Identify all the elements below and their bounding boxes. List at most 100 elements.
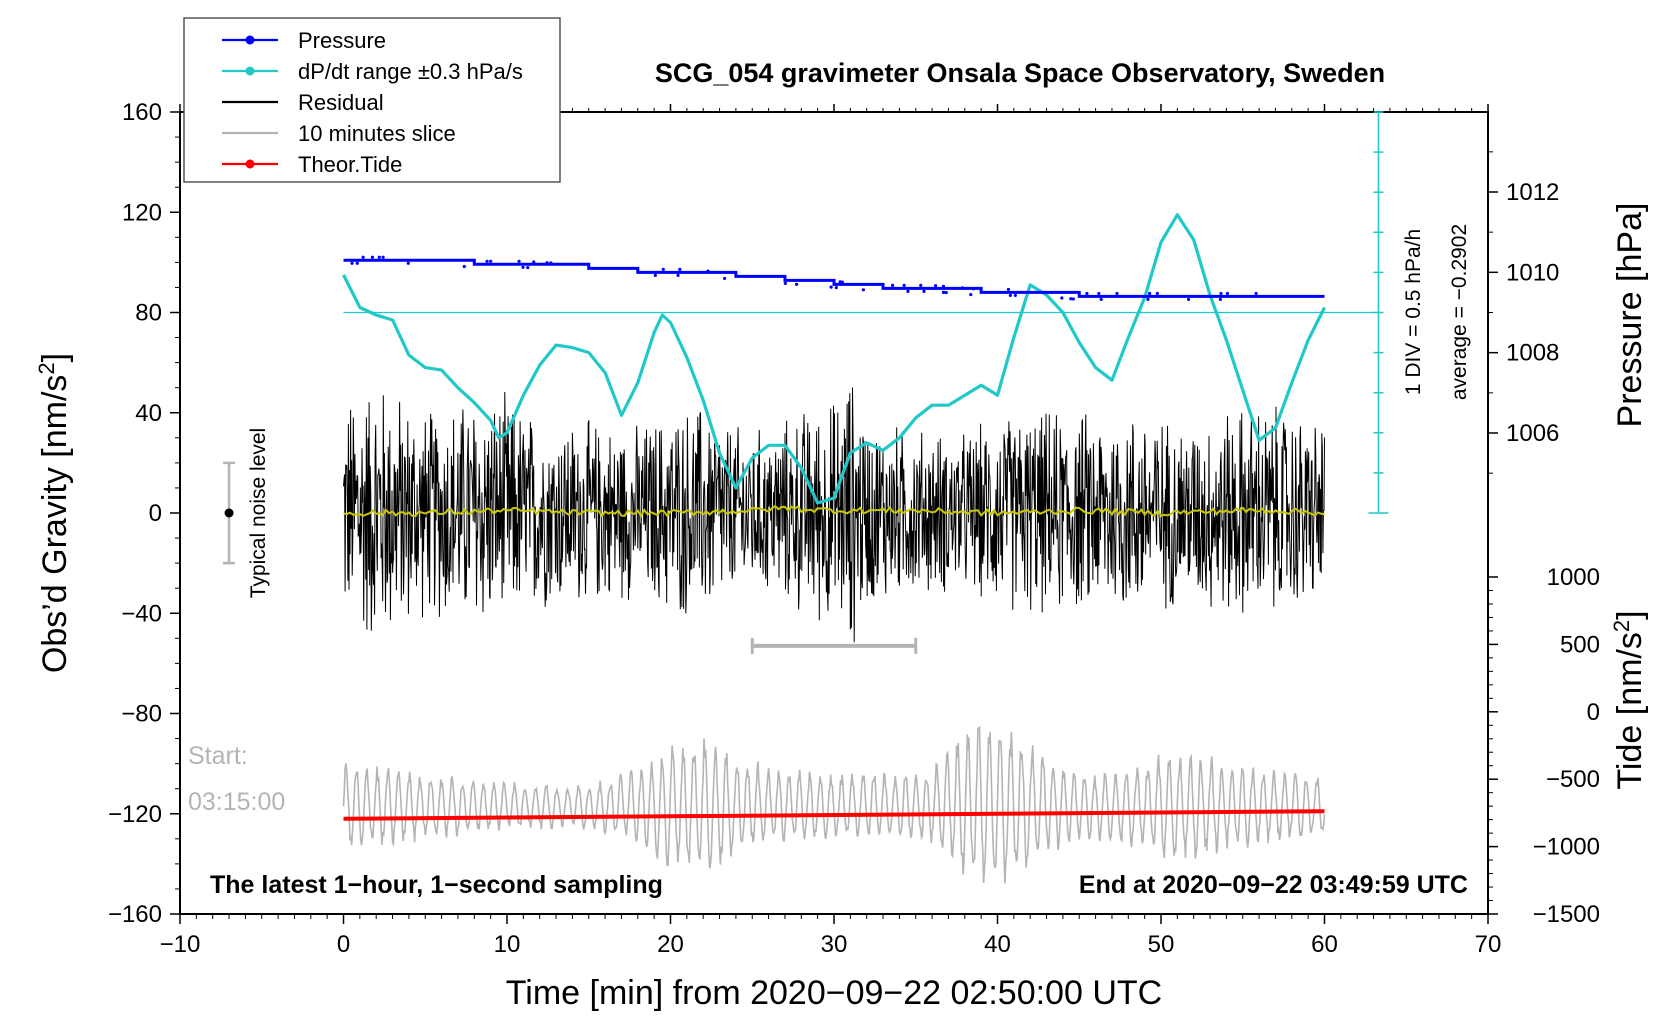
residual-smoothed-line [343, 504, 1325, 518]
pressure-point [1115, 291, 1119, 296]
pressure-point [350, 261, 354, 265]
tide-axis-label: Tide [nm/s2] [1609, 610, 1649, 789]
x-tick-label: 20 [657, 931, 684, 958]
pressure-point [653, 273, 657, 277]
pressure-point [377, 255, 381, 259]
div-label: 1 DIV = 0.5 hPa/h [1402, 229, 1425, 395]
pressure-point [834, 285, 838, 290]
axes: −10 0 10 20 30 40 50 60 70 −160 −120 −80 −40 0 40 80 120… [108, 99, 1600, 958]
pressure-point [532, 260, 536, 264]
legend-marker [245, 159, 255, 169]
pressure-point [1219, 291, 1223, 296]
pressure-point [794, 282, 799, 286]
y-tick-label: 160 [122, 99, 162, 126]
residual-line [343, 387, 1325, 643]
y-tick-label: −40 [121, 600, 162, 627]
legend-label: Theor.Tide [298, 152, 402, 177]
pressure-tick-label: 1012 [1506, 179, 1559, 206]
pressure-point [355, 261, 359, 265]
pressure-point [1006, 287, 1011, 292]
noise-bar-center [224, 508, 234, 518]
pressure-point [723, 276, 727, 281]
pressure-point [1186, 297, 1191, 302]
pressure-point [1148, 291, 1152, 296]
residual-series [343, 387, 1325, 643]
pressure-tick-label: 1006 [1506, 420, 1559, 447]
legend-label: Pressure [298, 28, 386, 53]
bottom-left-annotation: The latest 1−hour, 1−second sampling [210, 871, 663, 899]
pressure-point [521, 265, 525, 269]
pressure-point [969, 292, 973, 297]
legend: Pressure dP/dt range ±0.3 hPa/s Residual 10… [183, 17, 561, 183]
pressure-point [1013, 293, 1017, 298]
pressure-point [406, 261, 410, 265]
pressure-point [485, 259, 489, 263]
y-tick-label: 80 [135, 300, 162, 327]
pressure-point [783, 281, 787, 285]
x-tick-label: 10 [494, 931, 521, 958]
legend-marker [245, 66, 255, 76]
x-axis-label: Time [min] from 2020−09−22 02:50:00 UTC [506, 974, 1162, 1012]
pressure-point [361, 255, 365, 259]
pressure-point [545, 261, 549, 265]
pressure-point [891, 283, 895, 287]
pressure-tick-label: 1010 [1506, 259, 1559, 286]
pressure-line [343, 258, 1325, 298]
pressure-point [1099, 297, 1103, 302]
pressure-point [1097, 291, 1101, 296]
x-tick-label: 40 [984, 931, 1011, 958]
pressure-point [1254, 291, 1258, 296]
pressure-point [1225, 291, 1230, 296]
tide-tick-label: 0 [1587, 699, 1600, 726]
pressure-point [1146, 297, 1150, 302]
legend-box [183, 17, 561, 183]
pressure-point [941, 284, 946, 288]
tide-tick-label: −1500 [1533, 901, 1600, 928]
pressure-point [661, 267, 665, 271]
y-tick-label: 40 [135, 400, 162, 427]
pressure-point [549, 261, 553, 265]
pressure-axis-label: Pressure [hPa] [1611, 203, 1649, 428]
pressure-point [933, 284, 938, 288]
x-tick-label: 0 [337, 931, 350, 958]
tide-series [343, 809, 1325, 821]
pressure-point [1155, 291, 1159, 296]
pressure-point [517, 259, 521, 263]
start-label: Start: [188, 742, 248, 770]
pressure-point [906, 289, 910, 293]
pressure-point [1060, 296, 1064, 300]
pressure-point [1085, 291, 1089, 296]
pressure-point [462, 264, 466, 269]
residual-smoothed-series [343, 504, 1325, 518]
slice-line [342, 725, 1326, 884]
pressure-point [1069, 297, 1073, 301]
dpdt-line [342, 213, 1326, 505]
pressure-point [678, 267, 682, 271]
pressure-series [343, 255, 1325, 302]
start-time: 03:15:00 [188, 788, 285, 816]
y-tick-label: −160 [108, 901, 162, 928]
x-tick-label: 30 [821, 931, 848, 958]
pressure-point [526, 265, 530, 270]
theor-tide-line [343, 809, 1325, 821]
pressure-point [1071, 297, 1075, 301]
legend-marker [245, 35, 255, 45]
pressure-point [944, 290, 948, 295]
pressure-point [922, 289, 926, 293]
pressure-point [1218, 297, 1222, 302]
pressure-point [676, 273, 680, 277]
x-tick-label: 70 [1475, 931, 1502, 958]
bottom-right-annotation: End at 2020−09−22 03:49:59 UTC [1079, 871, 1468, 899]
pressure-point [840, 280, 844, 284]
chart-title: SCG_054 gravimeter Onsala Space Observat… [655, 58, 1385, 88]
pressure-point [861, 288, 866, 292]
y-tick-label: −80 [121, 701, 162, 728]
x-tick-label: −10 [160, 931, 201, 958]
annotation-marks [223, 461, 918, 654]
pressure-point [489, 259, 493, 263]
pressure-point [941, 290, 946, 294]
y-tick-label: −120 [108, 801, 162, 828]
pressure-point [919, 283, 923, 287]
x-tick-label: 60 [1311, 931, 1338, 958]
